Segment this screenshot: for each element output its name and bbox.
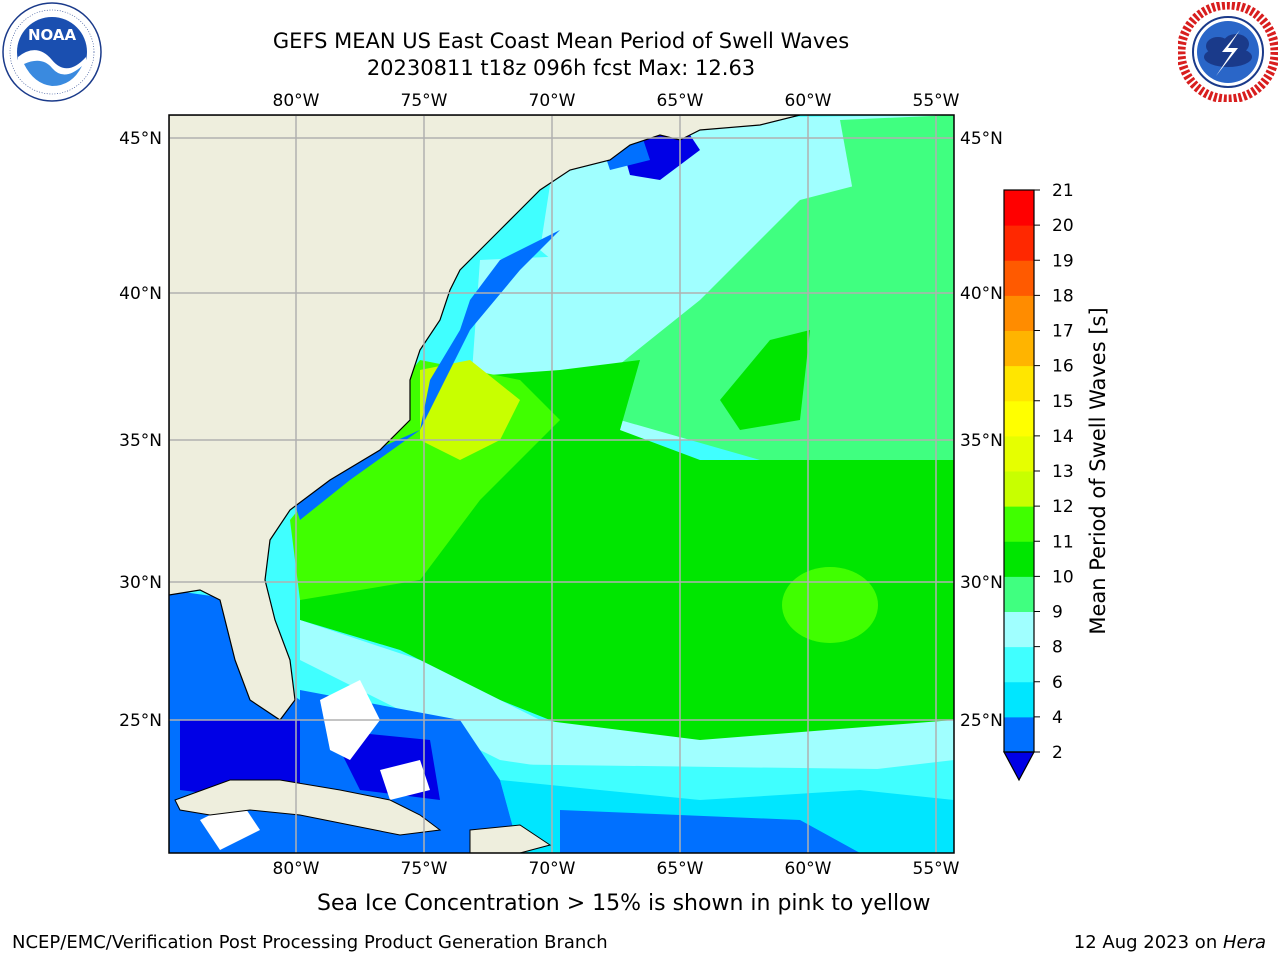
colorbar-segment — [1004, 295, 1034, 331]
colorbar-segment — [1004, 330, 1034, 367]
footer-date: 12 Aug 2023 on Hera — [1074, 932, 1266, 953]
lon-label: 60°W — [785, 859, 832, 879]
colorbar-extend-arrow — [1002, 751, 1036, 782]
lat-label: 45°N — [119, 129, 162, 149]
lat-label: 25°N — [960, 711, 1003, 731]
colorbar-segment — [1004, 190, 1034, 226]
footer-machine: Hera — [1222, 932, 1266, 953]
lon-label: 55°W — [913, 91, 960, 111]
lat-label: 35°N — [119, 431, 162, 451]
colorbar-tick-label: 17 — [1052, 322, 1074, 342]
colorbar-segment — [1004, 716, 1034, 753]
lat-label: 35°N — [960, 431, 1003, 451]
land-areas — [169, 115, 801, 853]
colorbar-segment — [1004, 681, 1034, 718]
colorbar-segment — [1004, 646, 1034, 683]
lat-label: 30°N — [960, 573, 1003, 593]
colorbar-tick-label: 4 — [1052, 708, 1063, 728]
map-subtitle: 20230811 t18z 096h fcst Max: 12.63 — [366, 56, 756, 80]
lon-label: 70°W — [529, 91, 576, 111]
lon-label: 80°W — [273, 91, 320, 111]
colorbar-segment — [1004, 400, 1034, 437]
lon-label: 65°W — [657, 91, 704, 111]
colorbar-tick-label: 14 — [1052, 427, 1074, 447]
lat-label: 30°N — [119, 573, 162, 593]
lon-label: 55°W — [913, 859, 960, 879]
lon-label: 65°W — [657, 859, 704, 879]
colorbar-segment — [1004, 576, 1034, 612]
colorbar-tick-label: 20 — [1052, 216, 1074, 236]
noaa-logo-text: NOAA — [28, 26, 77, 44]
colorbar-segment — [1004, 611, 1034, 648]
colorbar-tick-label: 6 — [1052, 673, 1063, 693]
colorbar-tick-label: 10 — [1052, 567, 1074, 587]
colorbar-tick-label: 15 — [1052, 392, 1074, 412]
map-title: GEFS MEAN US East Coast Mean Period of S… — [272, 29, 850, 53]
colorbar-segment — [1004, 365, 1034, 402]
colorbar-label: Mean Period of Swell Waves [s] — [1086, 307, 1110, 634]
colorbar-segment — [1004, 471, 1034, 507]
lon-label: 80°W — [273, 859, 320, 879]
colorbar-segment — [1004, 260, 1034, 296]
colorbar-tick-label: 13 — [1052, 462, 1074, 482]
colorbar-tick-label: 2 — [1052, 743, 1063, 763]
colorbar-segment — [1004, 435, 1034, 472]
lon-label: 60°W — [785, 91, 832, 111]
colorbar: 2 4 6 8 9 10 11 12 13 14 15 16 17 18 19 20 21 — [1002, 181, 1074, 782]
footer-date-text: 12 Aug 2023 on — [1073, 932, 1223, 953]
colorbar-tick-label: 8 — [1052, 638, 1063, 658]
lon-label: 75°W — [401, 859, 448, 879]
colorbar-tick-label: 9 — [1052, 603, 1063, 623]
footer-credit: NCEP/EMC/Verification Post Processing Pr… — [12, 932, 608, 953]
colorbar-segment — [1004, 506, 1034, 542]
lat-labels-left: 45°N 40°N 35°N 30°N 25°N — [119, 129, 162, 731]
lon-label: 70°W — [529, 859, 576, 879]
colorbar-tick-label: 19 — [1052, 251, 1074, 271]
lat-label: 25°N — [119, 711, 162, 731]
lat-label: 45°N — [960, 129, 1003, 149]
lon-labels-top: 80°W 75°W 70°W 65°W 60°W 55°W — [273, 91, 960, 111]
colorbar-tick-label: 11 — [1052, 532, 1074, 552]
lon-label: 75°W — [401, 91, 448, 111]
lat-labels-right: 45°N 40°N 35°N 30°N 25°N — [960, 129, 1003, 731]
lat-label: 40°N — [960, 284, 1003, 304]
colorbar-tick-label: 21 — [1052, 181, 1074, 201]
colorbar-segment — [1004, 541, 1034, 577]
lat-label: 40°N — [119, 284, 162, 304]
colorbar-tick-label: 18 — [1052, 286, 1074, 306]
noaa-logo-icon: NOAA — [2, 2, 102, 102]
gridlines — [169, 115, 954, 853]
map-frame — [168, 114, 955, 854]
sea-ice-caption: Sea Ice Concentration > 15% is shown in … — [317, 891, 931, 916]
colorbar-segment — [1004, 225, 1034, 261]
colorbar-tick-label: 16 — [1052, 357, 1074, 377]
colorbar-tick-label: 12 — [1052, 497, 1074, 517]
lon-labels-bottom: 80°W 75°W 70°W 65°W 60°W 55°W — [273, 859, 960, 879]
nws-logo-icon — [1176, 0, 1280, 104]
